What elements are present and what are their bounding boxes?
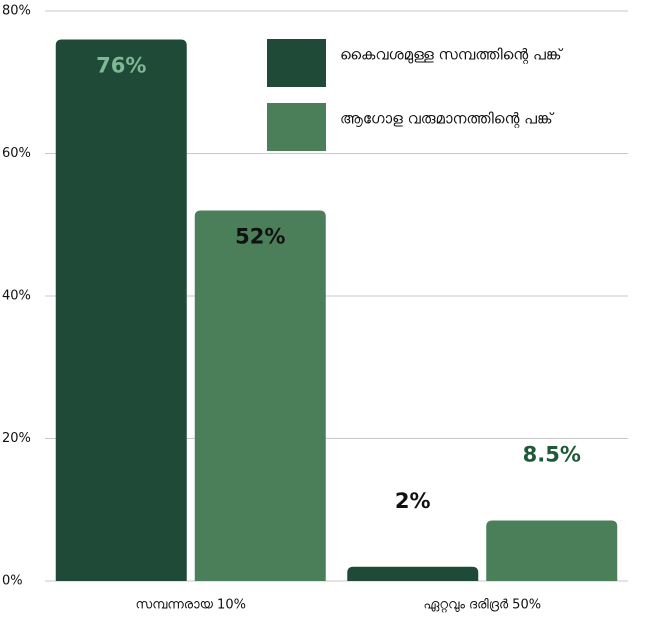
y-tick-label: 40% [2, 289, 31, 304]
legend-label: കൈവശമുള്ള സമ്പത്തിന്റെ പങ്ക് [340, 46, 564, 65]
value-label: 2% [395, 489, 431, 513]
y-tick-label: 80% [2, 4, 31, 19]
value-label: 52% [235, 225, 285, 249]
legend-swatch [267, 103, 326, 151]
x-tick-label: സമ്പന്നരായ 10% [136, 598, 246, 613]
bar [486, 520, 618, 581]
legend-label: ആഗോള വരുമാനത്തിന്റെ പങ്ക് [340, 110, 555, 129]
bar [194, 210, 326, 581]
y-tick-label: 60% [2, 146, 31, 161]
value-label: 8.5% [523, 442, 581, 466]
y-tick-label: 0% [2, 574, 23, 589]
value-label: 76% [96, 54, 146, 78]
bar [347, 566, 479, 581]
x-tick-label: ഏറ്റവും ദരിദ്രർ 50% [423, 598, 541, 613]
legend-swatch [267, 39, 326, 87]
y-tick-label: 20% [2, 431, 31, 446]
bar [55, 39, 187, 581]
